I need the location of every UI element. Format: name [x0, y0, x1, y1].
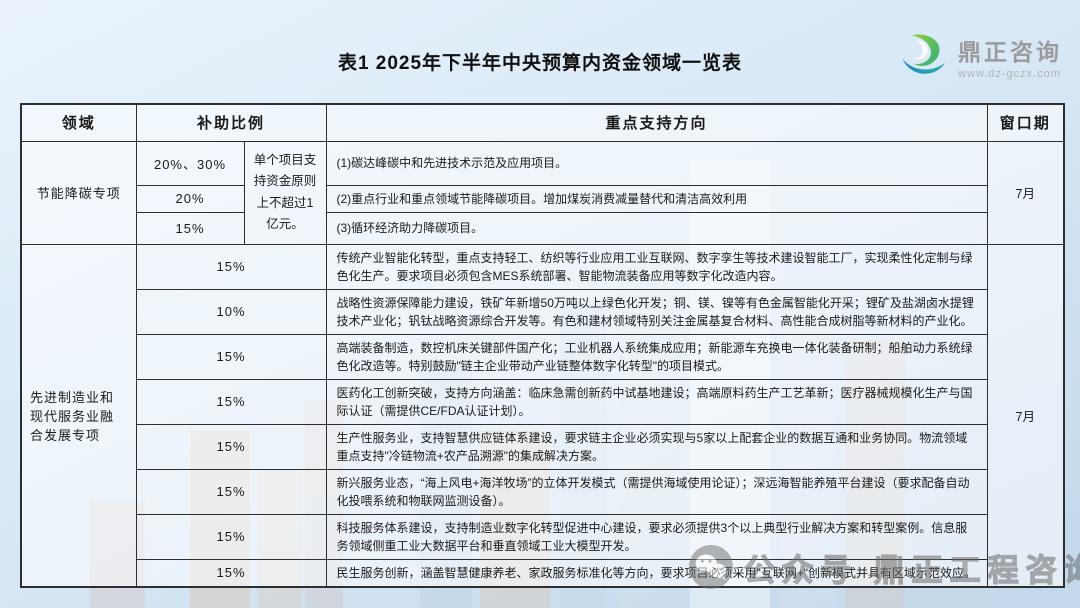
logo-swoosh-icon: [902, 34, 945, 74]
ratio-cell: 20%、30%: [135, 140, 245, 186]
table-row: 15% 高端装备制造，数控机床关键部件国产化；工业机器人系统集成应用；新能源车充…: [21, 333, 1064, 380]
ratio-cell: 10%: [135, 288, 327, 335]
note-cell: 单个项目支持资金原则上不超过1亿元。: [243, 140, 327, 245]
table-row: 15% 医药化工创新突破，支持方向涵盖：临床急需创新药中试基地建设；高端原料药生…: [21, 378, 1064, 425]
window-cell: 7月: [986, 140, 1065, 245]
table-row: 15% (3)循环经济助力降碳项目。: [21, 211, 1064, 245]
ratio-cell: 15%: [135, 211, 245, 245]
ratio-cell: 15%: [135, 243, 327, 290]
header-row: 领域 补助比例 重点支持方向 窗口期: [20, 103, 1065, 142]
direction-cell: 科技服务体系建设，支持制造业数字化转型促进中心建设，要求必须提供3个以上典型行业…: [325, 513, 988, 560]
ratio-cell: 20%: [135, 184, 245, 213]
header-ratio: 补助比例: [135, 103, 327, 142]
ratio-cell: 15%: [135, 378, 327, 425]
table-row: 节能降碳专项 20%、30% 单个项目支持资金原则上不超过1亿元。 (1)碳达峰…: [20, 140, 1065, 245]
logo-website-url: www.dz-gczx.com: [958, 67, 1062, 80]
direction-cell: 战略性资源保障能力建设，铁矿年新增50万吨以上绿色化开发；铜、镁、镍等有色金属智…: [325, 288, 988, 335]
table-row: 先进制造业和现代服务业融合发展专项 15% 传统产业智能化转型，重点支持轻工、纺…: [20, 243, 1065, 587]
table-row: 15% 新兴服务业态，“海上风电+海洋牧场”的立体开发模式（需提供海域使用论证）…: [21, 468, 1064, 515]
table-row: 15% 生产性服务业，支持智慧供应链体系建设，要求链主企业必须实现与5家以上配套…: [21, 423, 1064, 470]
table-row: 10% 战略性资源保障能力建设，铁矿年新增50万吨以上绿色化开发；铜、镁、镍等有…: [21, 288, 1064, 335]
direction-cell: 新兴服务业态，“海上风电+海洋牧场”的立体开发模式（需提供海域使用论证）；深远海…: [325, 468, 988, 515]
logo-company-name: 鼎正咨询: [958, 38, 1062, 65]
direction-cell: 传统产业智能化转型，重点支持轻工、纺织等行业应用工业互联网、数字孪生等技术建设智…: [325, 243, 988, 290]
direction-cell: 生产性服务业，支持智慧供应链体系建设，要求链主企业必须实现与5家以上配套企业的数…: [325, 423, 988, 470]
header-direction: 重点支持方向: [325, 103, 988, 142]
ratio-cell: 15%: [135, 468, 327, 515]
funding-areas-table: 领域 补助比例 重点支持方向 窗口期 节能降碳专项 20%、30% 单个项目支持…: [20, 103, 1066, 588]
table-row: 20% (2)重点行业和重点领域节能降碳项目。增加煤炭消费减量替代和清洁高效利用: [21, 184, 1064, 213]
direction-cell: 民生服务创新，涵盖智慧健康养老、家政服务标准化等方向，要求项目必须采用"互联网+…: [325, 558, 988, 587]
ratio-cell: 15%: [135, 513, 327, 560]
direction-cell: 高端装备制造，数控机床关键部件国产化；工业机器人系统集成应用；新能源车充换电一体…: [325, 333, 988, 380]
ratio-cell: 15%: [135, 333, 327, 380]
page-title: 表1 2025年下半年中央预算内资金领域一览表: [337, 53, 743, 74]
window-cell: 7月: [986, 243, 1065, 587]
area-cell: 节能降碳专项: [20, 140, 137, 245]
area-cell: 先进制造业和现代服务业融合发展专项: [20, 243, 137, 587]
header-window: 窗口期: [986, 103, 1065, 142]
table-row: 15% 民生服务创新，涵盖智慧健康养老、家政服务标准化等方向，要求项目必须采用"…: [21, 558, 1064, 587]
company-logo: 鼎正咨询 www.dz-gczx.com: [898, 30, 1062, 82]
ratio-cell: 15%: [135, 423, 327, 470]
table-row: 15% 科技服务体系建设，支持制造业数字化转型促进中心建设，要求必须提供3个以上…: [21, 513, 1064, 560]
direction-cell: (1)碳达峰碳中和先进技术示范及应用项目。: [325, 140, 988, 186]
direction-cell: 医药化工创新突破，支持方向涵盖：临床急需创新药中试基地建设；高端原料药生产工艺革…: [325, 378, 988, 425]
direction-cell: (3)循环经济助力降碳项目。: [325, 211, 988, 245]
ratio-cell: 15%: [135, 558, 327, 587]
direction-cell: (2)重点行业和重点领域节能降碳项目。增加煤炭消费减量替代和清洁高效利用: [325, 184, 988, 213]
header-area: 领域: [20, 103, 137, 142]
